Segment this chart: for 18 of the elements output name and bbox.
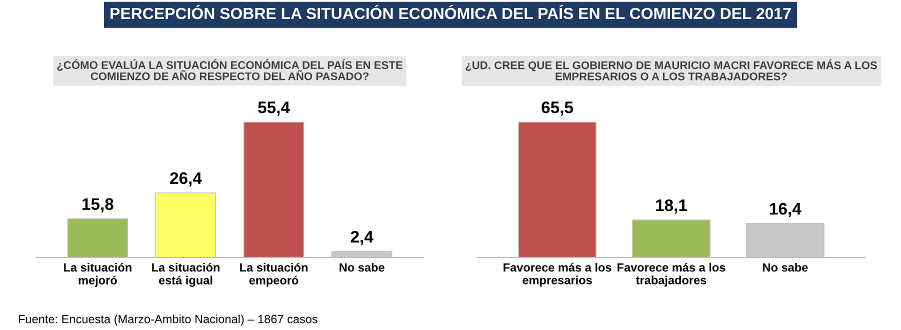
- data-label: 18,1: [656, 199, 687, 214]
- x-tick-label: Favorece más a los empresarios: [504, 262, 612, 287]
- x-tick-label: La situación mejoró: [64, 262, 132, 287]
- data-label: 15,8: [82, 198, 114, 212]
- chart-title: PERCEPCIÓN SOBRE LA SITUACIÓN ECONÓMICA DEL PAÍS EN EL COMIENZO DEL 2017: [110, 4, 791, 20]
- data-label: 16,4: [770, 202, 802, 218]
- data-label: 2,4: [350, 230, 374, 246]
- source-note: Fuente: Encuesta (Marzo-Ambito Nacional) – 1867 casos: [18, 314, 318, 326]
- x-tick-label: No sabe: [763, 262, 808, 272]
- data-label: 65,5: [542, 102, 574, 116]
- chart-subtitle: ¿UD. CREE QUE EL GOBIERNO DE MAURICIO MACRI FAVORECE MÁS A LOS EMPRESARIOS O A LOS TRABAJADORES?: [466, 59, 877, 80]
- chart-subtitle: ¿CÓMO EVALÚA LA SITUACIÓN ECONÓMICA DEL PAÍS EN ESTE COMIENZO DE AÑO RESPECTO DEL AÑO PASADO?: [57, 59, 402, 80]
- data-label: 26,4: [170, 172, 202, 187]
- x-tick-label: Favorece más a los trabajadores: [618, 262, 726, 287]
- x-tick-label: La situación está igual: [152, 262, 220, 287]
- x-tick-label: No sabe: [340, 262, 384, 272]
- data-label: 55,4: [258, 102, 290, 116]
- x-tick-label: La situación empeoró: [240, 262, 308, 287]
